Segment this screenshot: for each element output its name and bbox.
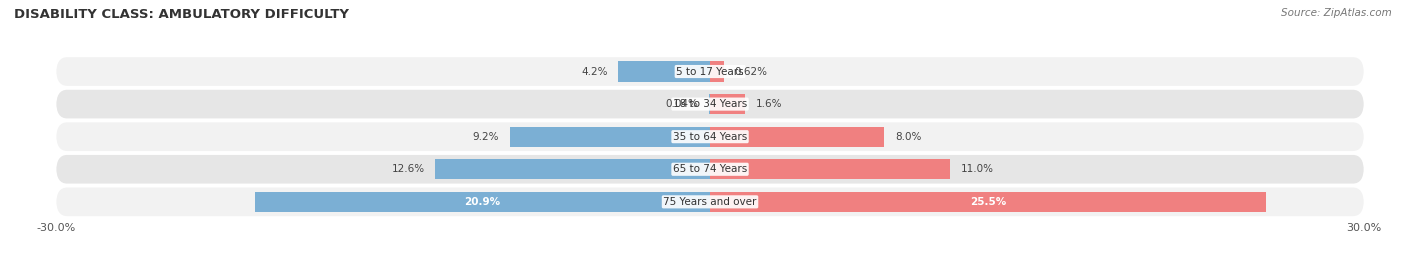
FancyBboxPatch shape: [56, 57, 1364, 86]
Bar: [710, 192, 1265, 212]
Text: 75 Years and over: 75 Years and over: [664, 197, 756, 207]
Text: 11.0%: 11.0%: [960, 164, 994, 174]
Text: 4.2%: 4.2%: [581, 66, 607, 77]
Text: 12.6%: 12.6%: [391, 164, 425, 174]
Text: 5 to 17 Years: 5 to 17 Years: [676, 66, 744, 77]
Bar: [710, 159, 950, 179]
Text: 18 to 34 Years: 18 to 34 Years: [673, 99, 747, 109]
FancyBboxPatch shape: [56, 122, 1364, 151]
FancyBboxPatch shape: [56, 188, 1364, 216]
Text: DISABILITY CLASS: AMBULATORY DIFFICULTY: DISABILITY CLASS: AMBULATORY DIFFICULTY: [14, 8, 349, 21]
Bar: [710, 126, 884, 147]
FancyBboxPatch shape: [56, 90, 1364, 118]
Text: 25.5%: 25.5%: [970, 197, 1007, 207]
Text: Source: ZipAtlas.com: Source: ZipAtlas.com: [1281, 8, 1392, 18]
Bar: [710, 61, 724, 82]
Text: 9.2%: 9.2%: [472, 132, 499, 142]
Bar: [254, 192, 710, 212]
Text: 35 to 64 Years: 35 to 64 Years: [673, 132, 747, 142]
Text: 65 to 74 Years: 65 to 74 Years: [673, 164, 747, 174]
Text: 0.04%: 0.04%: [665, 99, 699, 109]
Text: 0.62%: 0.62%: [734, 66, 768, 77]
FancyBboxPatch shape: [56, 155, 1364, 184]
Text: 1.6%: 1.6%: [756, 99, 782, 109]
Text: 8.0%: 8.0%: [896, 132, 922, 142]
Bar: [509, 126, 710, 147]
Bar: [710, 94, 745, 114]
Text: 20.9%: 20.9%: [464, 197, 501, 207]
Bar: [619, 61, 710, 82]
Bar: [436, 159, 710, 179]
